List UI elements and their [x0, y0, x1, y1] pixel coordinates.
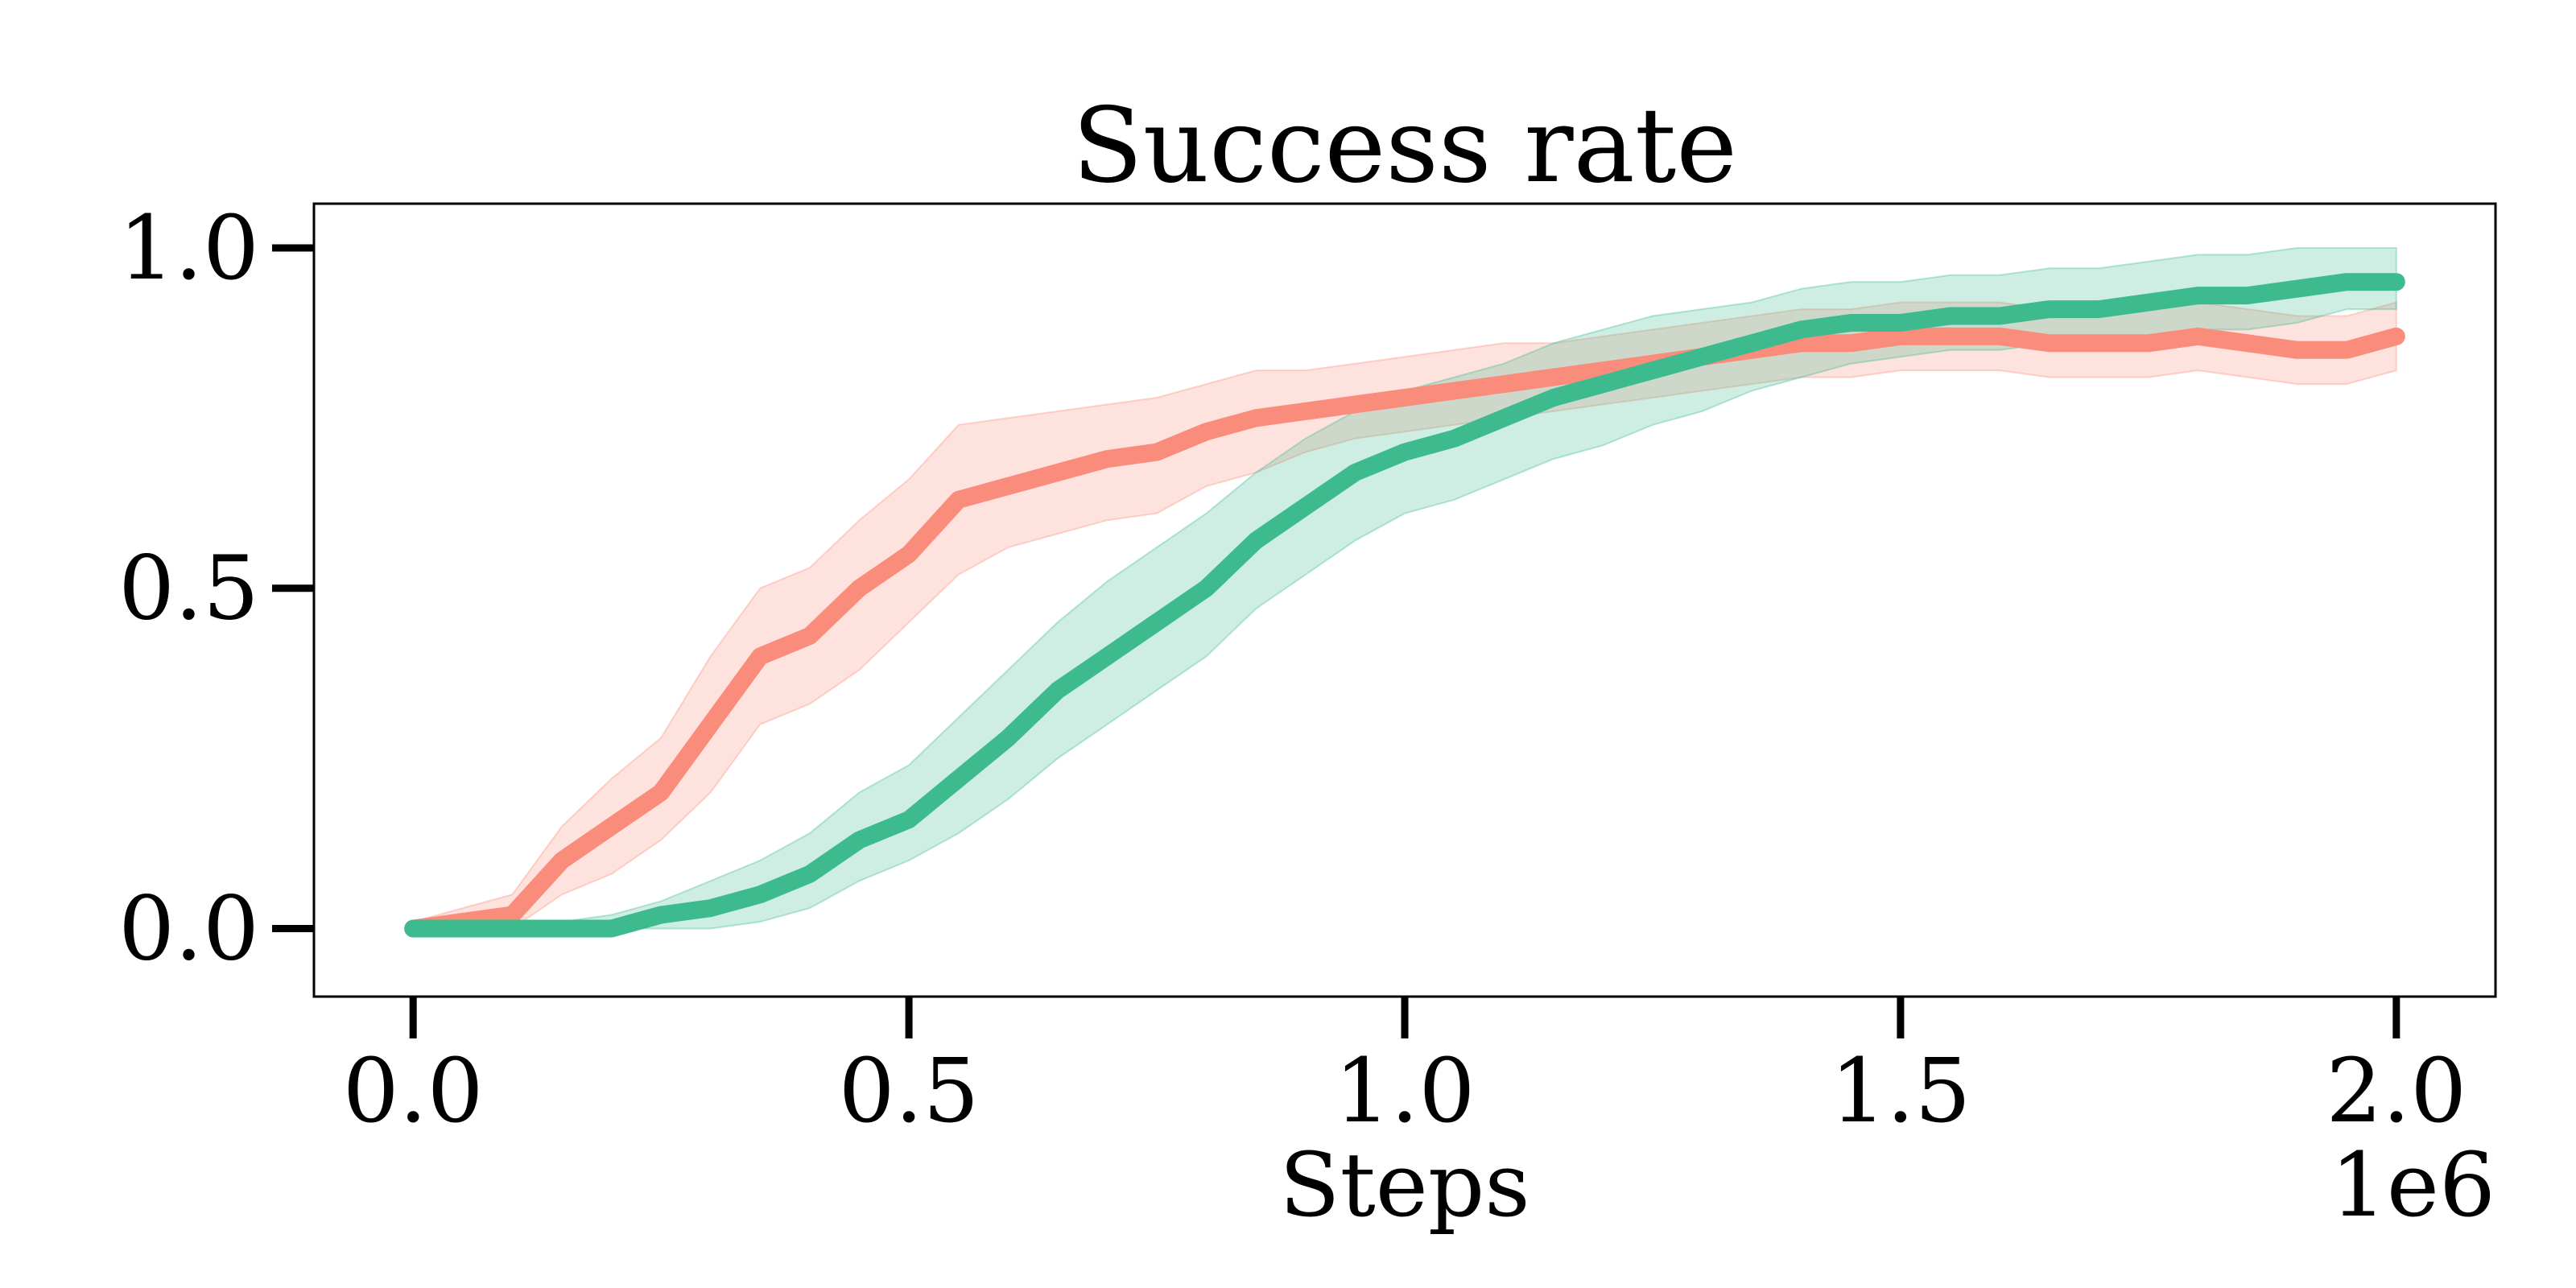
x-tick-label: 2.0	[2326, 1039, 2467, 1142]
series-2-line	[404, 273, 2405, 938]
chart-title: Success rate	[1072, 86, 1737, 206]
series-2-band	[412, 247, 2397, 930]
y-axis: 0.0 0.5 1.0	[118, 196, 314, 980]
x-axis-label: Steps	[1279, 1133, 1530, 1236]
series-1-band	[412, 301, 2397, 930]
series-1-line	[404, 327, 2405, 938]
series-lines	[404, 273, 2405, 938]
x-tick-label: 1.0	[1335, 1039, 1476, 1142]
y-tick-label: 0.5	[118, 537, 259, 640]
y-tick-label: 1.0	[118, 196, 259, 299]
y-tick-label: 0.0	[118, 877, 259, 980]
x-axis-multiplier-label: 1e6	[2330, 1133, 2496, 1236]
x-tick-label: 0.5	[839, 1039, 980, 1142]
x-tick-label: 0.0	[343, 1039, 484, 1142]
x-axis: 0.0 0.5 1.0 1.5 2.0	[343, 997, 2467, 1142]
confidence-bands	[412, 247, 2397, 930]
x-tick-label: 1.5	[1830, 1039, 1971, 1142]
